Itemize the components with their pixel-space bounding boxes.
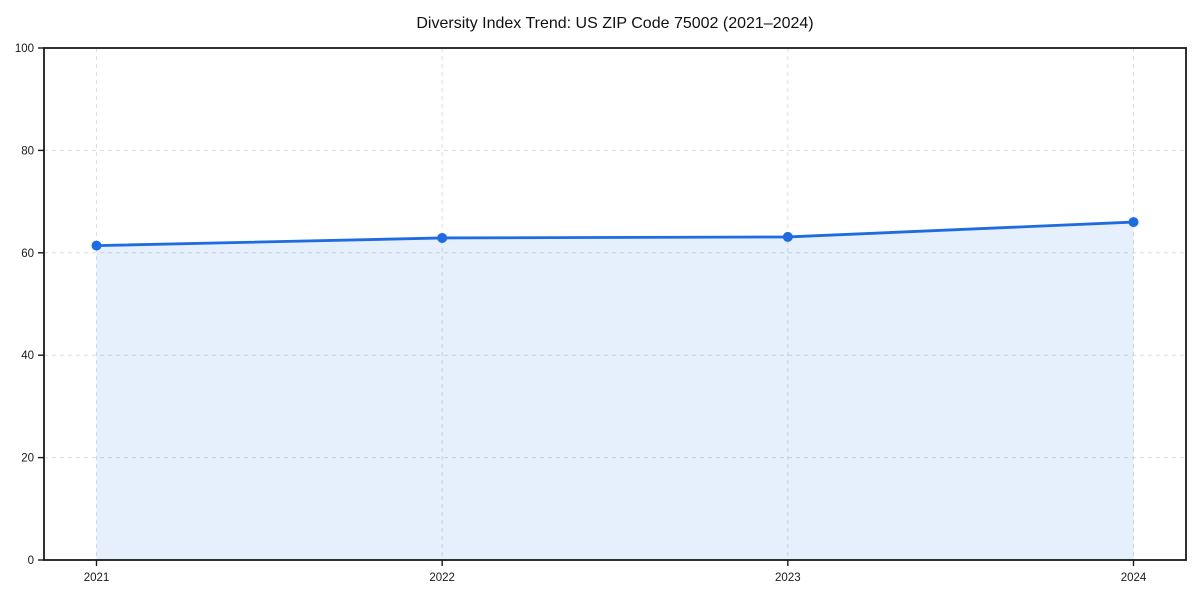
y-axis-label: 0 [28, 555, 34, 567]
x-axis-label: 2021 [84, 572, 110, 584]
y-axis-label: 60 [21, 248, 34, 260]
gridlines [44, 48, 1186, 560]
x-axis-label: 2022 [429, 572, 455, 584]
chart-title: Diversity Index Trend: US ZIP Code 75002… [416, 15, 813, 32]
x-axis-label: 2023 [775, 572, 801, 584]
axes: 0 20 40 60 80 100 2021 2022 2023 2024 [15, 43, 1147, 584]
x-axis-label: 2024 [1121, 572, 1147, 584]
y-axis-label: 20 [21, 453, 34, 465]
plot-border [43, 47, 1187, 561]
trend-line [95, 220, 1135, 248]
data-point [1128, 217, 1139, 228]
data-point [437, 232, 448, 243]
y-axis-label: 80 [21, 145, 34, 157]
data-points [91, 217, 1139, 251]
y-axis-label: 100 [15, 43, 34, 55]
data-point [91, 240, 102, 251]
data-point [782, 231, 793, 242]
y-axis-label: 40 [21, 350, 34, 362]
area-fill [96, 222, 1134, 560]
